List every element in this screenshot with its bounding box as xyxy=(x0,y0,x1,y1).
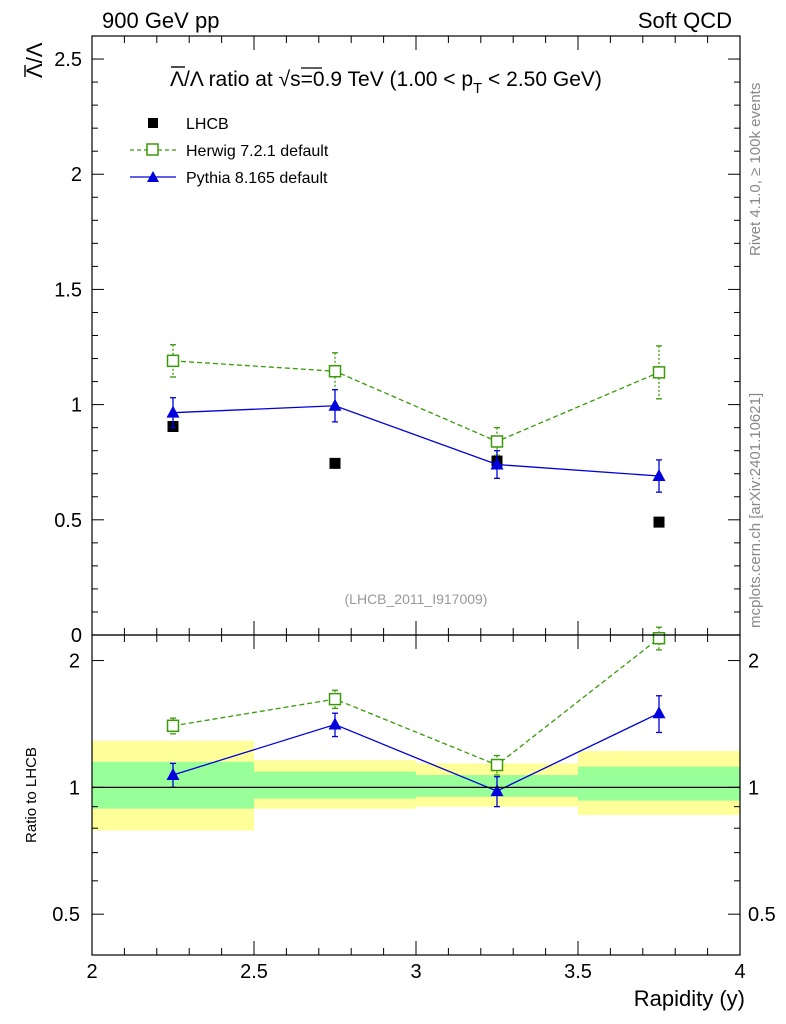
x-tick-label: 2.5 xyxy=(240,961,268,983)
pythia-main-point xyxy=(652,469,666,482)
header-left: 900 GeV pp xyxy=(102,8,219,33)
ratio-ytick-label-left: 2 xyxy=(69,651,80,673)
pythia-ratio-point xyxy=(166,767,180,780)
ratio-ytick-label-right: 1 xyxy=(748,777,759,799)
main-ytick-label: 0.5 xyxy=(54,510,82,532)
herwig-ratio-line xyxy=(172,637,660,766)
pythia-main-point xyxy=(166,405,180,418)
title-text: Λ/Λ ratio at √s=0.9 TeV (1.00 < pT < 2.5… xyxy=(170,68,602,97)
main-ytick-label: 2 xyxy=(71,164,82,186)
main-ylabel: Λ/Λ xyxy=(22,42,47,78)
herwig-main-line xyxy=(172,360,660,443)
legend-label-lhcb: LHCB xyxy=(186,116,229,133)
x-axis-title: Rapidity (y) xyxy=(634,986,745,1011)
title-sub: T xyxy=(473,80,482,97)
herwig-ratio-point xyxy=(490,758,504,772)
pythia-ratio-line xyxy=(172,712,660,792)
chart-title: Λ/Λ ratio at √s=0.9 TeV (1.00 < pT < 2.5… xyxy=(170,66,602,97)
series-layer xyxy=(166,344,666,808)
legend-label-pythia: Pythia 8.165 default xyxy=(186,170,328,187)
main-ytick-label: 1 xyxy=(71,395,82,417)
ratio-ytick-label-right: 2 xyxy=(748,651,759,673)
main-axis-ticks: 0.5 1 1.5 2 2.5 0 2 2.5 3 3.5 4 xyxy=(54,35,746,983)
pythia-ratio-point xyxy=(652,706,666,719)
legend-label-herwig: Herwig 7.2.1 default xyxy=(186,143,329,160)
x-tick-label: 3.5 xyxy=(564,961,592,983)
ratio-ytick-label-left: 1 xyxy=(69,777,80,799)
ratio-ytick-label-left: 0.5 xyxy=(52,904,80,926)
analysis-watermark: (LHCB_2011_I917009) xyxy=(345,591,488,607)
main-ylabel-text: Λ/Λ xyxy=(22,42,47,78)
mcplots-label: mcplots.cern.ch [arXiv:2401.10621] xyxy=(747,393,764,628)
title-main: Λ/Λ ratio at √s=0.9 TeV (1.00 < p xyxy=(170,68,473,91)
legend: LHCB Herwig 7.2.1 default Pythia 8.165 d… xyxy=(130,116,329,187)
herwig-ratio-point xyxy=(652,631,666,645)
legend-marker-lhcb xyxy=(148,118,158,128)
herwig-main-point xyxy=(490,435,504,448)
main-ytick-label-zero: 0 xyxy=(71,625,82,647)
lhcb-main-point xyxy=(329,457,341,469)
ratio-band-inner xyxy=(578,766,740,801)
ratio-frame xyxy=(91,634,741,956)
herwig-main-point xyxy=(652,366,666,379)
legend-marker-pythia xyxy=(147,171,159,182)
main-ytick-label: 2.5 xyxy=(54,49,82,71)
x-tick-label: 3 xyxy=(410,961,421,983)
pythia-main-point xyxy=(490,457,504,470)
herwig-main-point xyxy=(328,364,342,378)
herwig-ratio-point xyxy=(328,692,342,706)
ratio-data-bands xyxy=(92,740,740,831)
pythia-ratio-point xyxy=(490,784,504,797)
header-right: Soft QCD xyxy=(638,8,732,33)
herwig-main-point xyxy=(166,354,180,368)
x-tick-label: 2 xyxy=(86,961,97,983)
pythia-main-point xyxy=(328,398,342,411)
rivet-label: Rivet 4.1.0, ≥ 100k events xyxy=(747,83,764,256)
ratio-ytick-label-right: 0.5 xyxy=(748,904,776,926)
pythia-ratio-point xyxy=(328,717,342,730)
title-post: < 2.50 GeV) xyxy=(482,68,602,91)
ratio-ylabel: Ratio to LHCB xyxy=(23,747,40,843)
main-ytick-label: 1.5 xyxy=(54,279,82,301)
pythia-main-line xyxy=(172,405,660,477)
legend-marker-herwig xyxy=(146,143,159,156)
lhcb-main-point xyxy=(653,516,665,528)
x-tick-label: 4 xyxy=(734,961,745,983)
ratio-band-inner xyxy=(254,771,416,799)
herwig-ratio-point xyxy=(166,719,180,733)
